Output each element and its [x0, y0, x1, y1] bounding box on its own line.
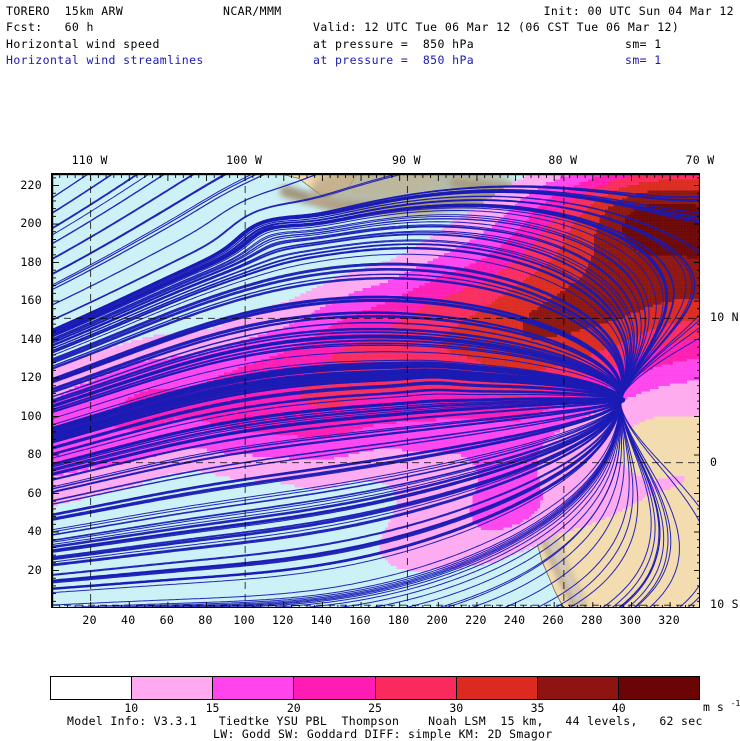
map-plot: [51, 173, 700, 608]
valid-time: Valid: 12 UTC Tue 06 Mar 12 (06 CST Tue …: [313, 21, 679, 33]
axis-label-lon-2: 90 W: [392, 153, 421, 167]
axis-label-lon-3: 80 W: [548, 153, 577, 167]
axis-label-lat-2: 10 S: [710, 597, 739, 611]
field-1-level: at pressure = 850 hPa: [313, 38, 474, 50]
field-2-level: at pressure = 850 hPa: [313, 54, 474, 66]
axis-label-x-0: 20: [82, 613, 96, 627]
axis-label-lon-4: 70 W: [686, 153, 715, 167]
colorbar-swatch-0: [51, 677, 132, 699]
colorbar-tick-0: 10: [124, 701, 138, 715]
axis-label-x-3: 80: [198, 613, 212, 627]
axis-label-y-8: 180: [10, 255, 42, 269]
axis-label-x-15: 320: [658, 613, 680, 627]
colorbar-swatch-7: [619, 677, 699, 699]
axis-label-x-13: 280: [581, 613, 603, 627]
colorbar-swatch-6: [538, 677, 619, 699]
axis-label-x-11: 240: [504, 613, 526, 627]
axis-label-x-6: 140: [311, 613, 333, 627]
axis-label-lon-1: 100 W: [226, 153, 262, 167]
axis-label-lat-0: 10 N: [710, 310, 739, 324]
colorbar-units: m s -1: [703, 699, 740, 714]
axis-label-x-5: 120: [272, 613, 294, 627]
colorbar-swatch-1: [132, 677, 213, 699]
axis-label-y-1: 40: [10, 524, 42, 538]
colorbar-swatch-3: [294, 677, 375, 699]
colorbar-tick-5: 35: [531, 701, 545, 715]
colorbar-tick-3: 25: [368, 701, 382, 715]
header-block: TORERO 15km ARW NCAR/MMM Init: 00 UTC Su…: [0, 0, 740, 72]
colorbar-tick-4: 30: [449, 701, 463, 715]
axis-label-y-5: 120: [10, 370, 42, 384]
map-canvas: [51, 173, 700, 608]
axis-label-x-2: 60: [160, 613, 174, 627]
axis-label-x-14: 300: [620, 613, 642, 627]
axis-label-x-1: 40: [121, 613, 135, 627]
colorbar-tick-2: 20: [287, 701, 301, 715]
axis-label-lon-0: 110 W: [72, 153, 108, 167]
axis-label-x-9: 200: [426, 613, 448, 627]
colorbar-tick-1: 15: [206, 701, 220, 715]
axis-label-y-2: 60: [10, 486, 42, 500]
colorbar: [50, 676, 700, 700]
axis-label-lat-1: 0: [710, 455, 717, 469]
field-1-name: Horizontal wind speed: [6, 38, 160, 50]
axis-label-x-8: 180: [388, 613, 410, 627]
axis-label-y-0: 20: [10, 563, 42, 577]
center-name: NCAR/MMM: [223, 5, 282, 17]
wind-field-svg: [52, 174, 700, 608]
model-info-line-2: LW: Godd SW: Goddard DIFF: simple KM: 2D…: [213, 727, 553, 741]
colorbar-tick-6: 40: [612, 701, 626, 715]
field-2-smoothing: sm= 1: [625, 54, 662, 66]
axis-label-y-6: 140: [10, 332, 42, 346]
axis-label-y-10: 220: [10, 178, 42, 192]
field-1-smoothing: sm= 1: [625, 38, 662, 50]
axis-label-y-3: 80: [10, 447, 42, 461]
init-time: Init: 00 UTC Sun 04 Mar 12: [544, 5, 734, 17]
model-name: TORERO 15km ARW: [6, 5, 123, 17]
colorbar-swatch-4: [376, 677, 457, 699]
axis-label-y-7: 160: [10, 293, 42, 307]
forecast-hour: Fcst: 60 h: [6, 21, 94, 33]
colorbar-swatch-2: [213, 677, 294, 699]
axis-label-x-12: 260: [542, 613, 564, 627]
axis-label-x-7: 160: [349, 613, 371, 627]
axis-label-x-4: 100: [233, 613, 255, 627]
field-2-name: Horizontal wind streamlines: [6, 54, 204, 66]
axis-label-x-10: 220: [465, 613, 487, 627]
axis-label-y-9: 200: [10, 216, 42, 230]
axis-label-y-4: 100: [10, 409, 42, 423]
colorbar-swatch-5: [457, 677, 538, 699]
model-info-line-1: Model Info: V3.3.1 Tiedtke YSU PBL Thomp…: [67, 714, 703, 728]
